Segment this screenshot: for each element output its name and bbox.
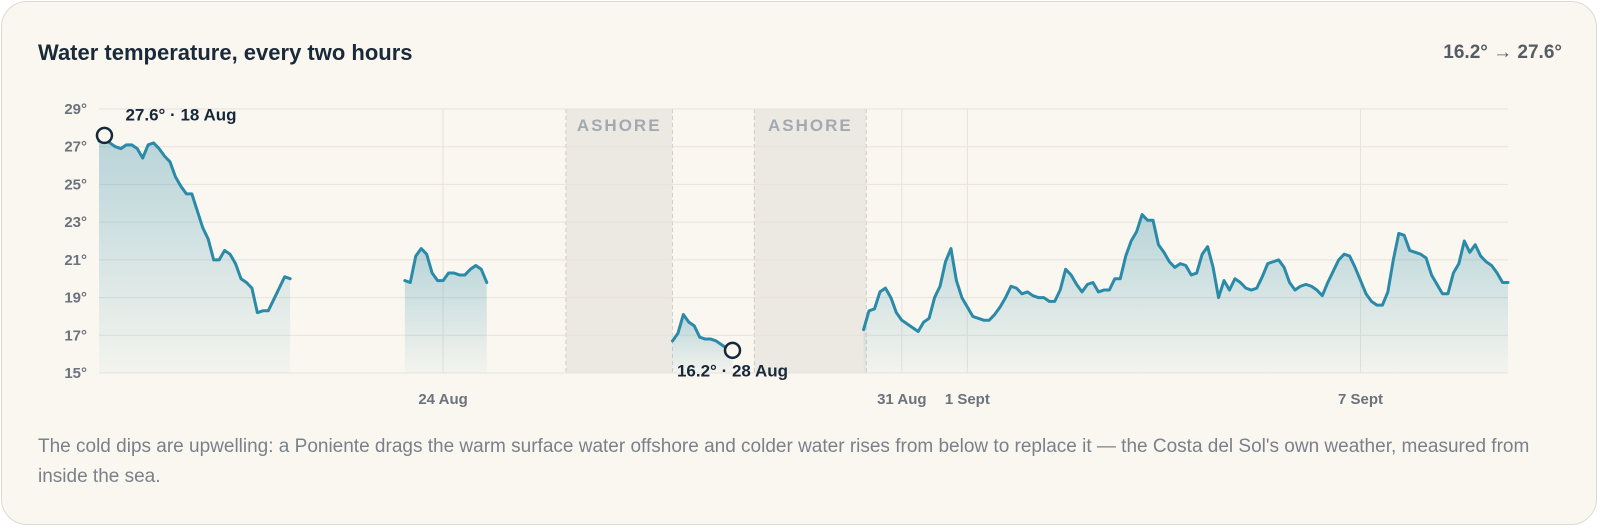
annotation-marker	[723, 341, 742, 360]
shaded-region	[565, 109, 673, 373]
area-fill	[672, 314, 733, 373]
region-label: ASHORE	[768, 116, 853, 135]
range-summary: 16.2° → 27.6°	[1443, 42, 1562, 63]
shaded-region	[754, 109, 867, 373]
annotation-label: 27.6° · 18 Aug	[125, 105, 236, 124]
area-fill	[404, 248, 487, 373]
caption: The cold dips are upwelling: a Poniente …	[38, 436, 1530, 487]
y-tick-label: 15°	[64, 365, 87, 382]
x-tick-label: 1 Sept	[945, 391, 990, 408]
x-tick-label: 7 Sept	[1338, 391, 1383, 408]
y-tick-label: 23°	[64, 214, 87, 231]
x-tick-label: 31 Aug	[877, 391, 926, 408]
y-tick-label: 17°	[64, 327, 87, 344]
area-fill	[99, 135, 291, 373]
y-tick-label: 27°	[64, 139, 87, 156]
y-tick-label: 25°	[64, 176, 87, 193]
y-tick-label: 19°	[64, 290, 87, 307]
line	[97, 133, 1510, 352]
area-fill	[863, 214, 1508, 373]
y-tick-label: 29°	[64, 101, 87, 118]
region-label: ASHORE	[577, 116, 662, 135]
x-tick-label: 24 Aug	[418, 391, 467, 408]
annotation-label: 16.2° · 28 Aug	[677, 361, 788, 380]
chart-title: Water temperature, every two hours	[38, 40, 413, 65]
annotation-marker	[95, 126, 114, 145]
y-tick-label: 21°	[64, 252, 87, 269]
